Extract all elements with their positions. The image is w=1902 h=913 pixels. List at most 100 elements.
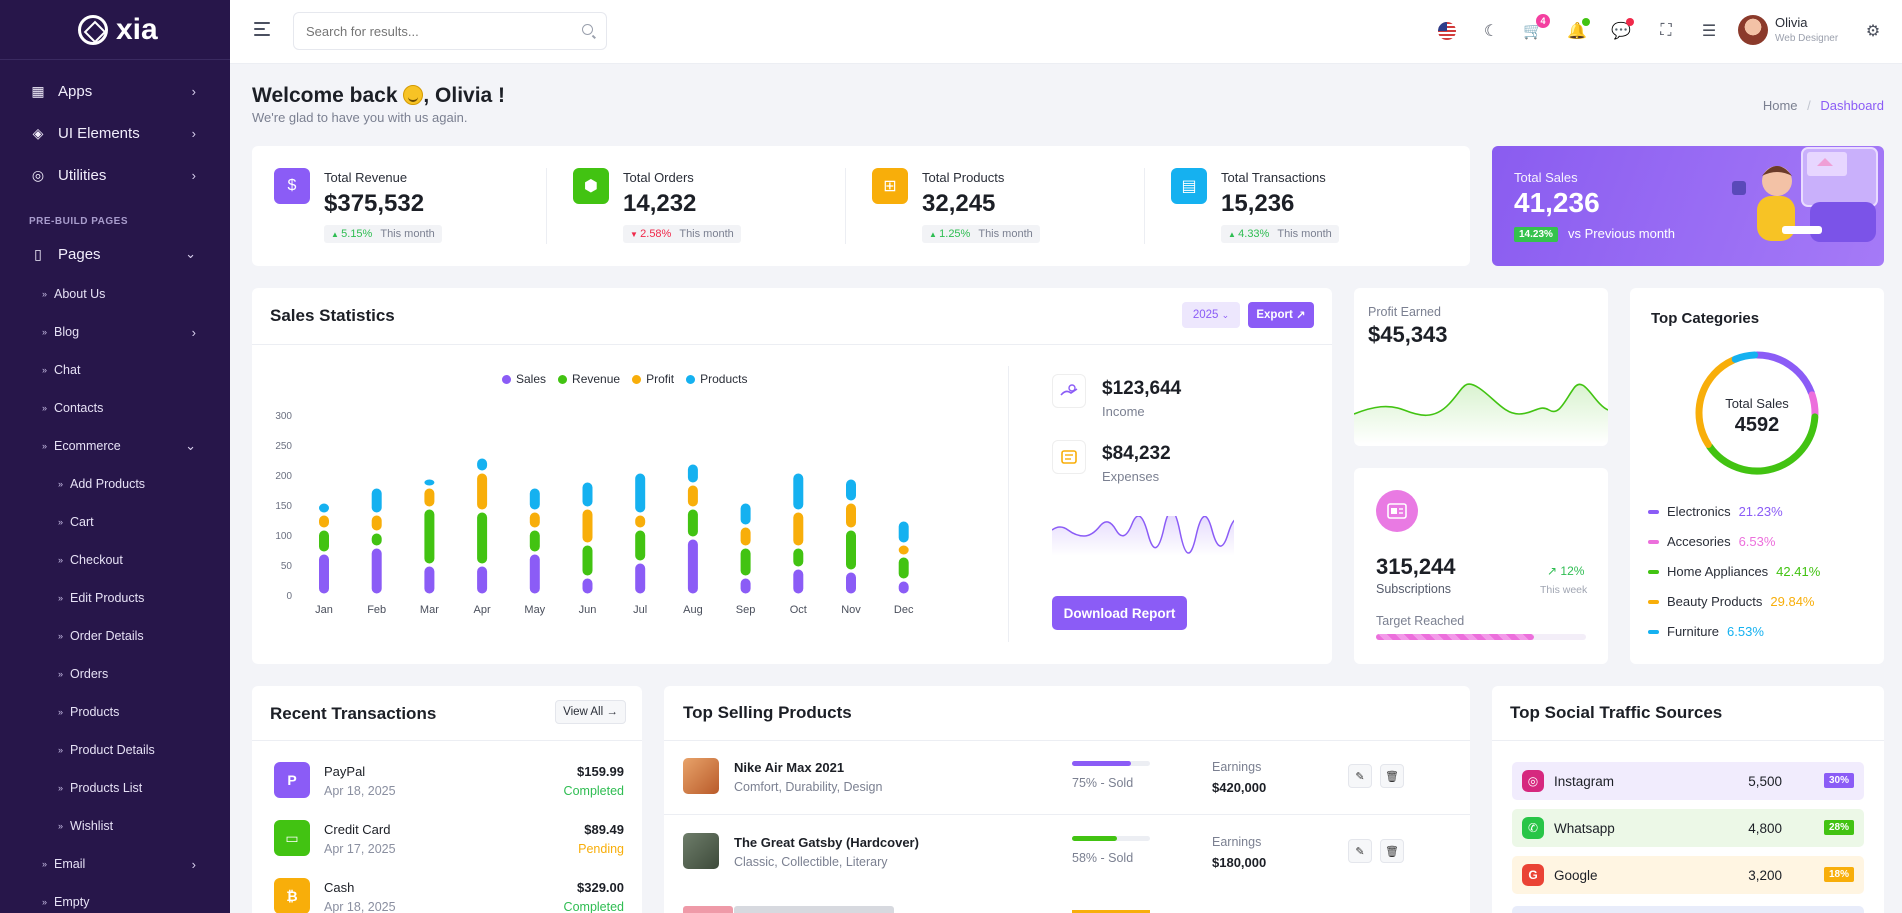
bar-sales-apr[interactable] [477,566,488,594]
bar-revenue-sep[interactable] [740,548,751,576]
bar-revenue-nov[interactable] [846,530,856,570]
bar-products-jan[interactable] [319,503,329,513]
bar-products-feb[interactable] [371,488,382,513]
bar-products-nov[interactable] [846,479,856,501]
bar-profit-aug[interactable] [687,485,698,507]
sidebar-subitem-cart[interactable]: » Cart [0,503,230,541]
sidebar-subitem-add-products[interactable]: » Add Products [0,465,230,503]
bar-revenue-jul[interactable] [635,530,646,561]
bar-products-apr[interactable] [477,458,488,471]
donut-slice-electronics[interactable] [1753,351,1815,397]
bar-sales-jan[interactable] [319,554,329,594]
trash-icon[interactable]: 🗑 [1380,764,1404,788]
bar-products-oct[interactable] [793,473,804,510]
sidebar-subitem-checkout[interactable]: » Checkout [0,541,230,579]
sidebar-subitem-product-details[interactable]: » Product Details [0,731,230,769]
search-input[interactable] [293,12,607,50]
sidebar-subitem-about-us[interactable]: » About Us [0,275,230,313]
fullscreen-icon[interactable]: ⛶ [1660,22,1672,39]
bar-sales-nov[interactable] [846,572,856,594]
sidebar-subitem-email[interactable]: » Email › [0,845,230,883]
bar-products-aug[interactable] [687,464,698,483]
social-row-google[interactable]: G Google 3,200 18% [1512,856,1864,894]
bar-revenue-oct[interactable] [793,548,804,567]
product-image[interactable] [683,758,719,794]
bar-sales-sep[interactable] [740,578,751,594]
trash-icon[interactable]: 🗑 [1380,839,1404,863]
moon-icon[interactable]: ☾ [1483,23,1499,40]
avatar[interactable] [1738,15,1768,45]
bar-profit-apr[interactable] [477,473,488,510]
product-name[interactable]: Nike Air Max 2021 [734,760,845,775]
sidebar-subitem-chat[interactable]: » Chat [0,351,230,389]
bar-products-sep[interactable] [740,503,751,525]
bar-profit-feb[interactable] [371,515,382,531]
bar-profit-oct[interactable] [793,512,804,546]
bell-icon[interactable]: 🔔 [1566,18,1590,42]
edit-icon[interactable]: ✎ [1348,764,1372,788]
sidebar-subitem-contacts[interactable]: » Contacts [0,389,230,427]
social-row-whatsapp[interactable]: ✆ Whatsapp 4,800 28% [1512,809,1864,847]
search-icon[interactable] [582,24,593,35]
sidebar-subitem-wishlist[interactable]: » Wishlist [0,807,230,845]
bar-sales-jun[interactable] [582,578,593,594]
bar-profit-sep[interactable] [740,527,751,546]
bar-products-may[interactable] [529,488,540,510]
bar-revenue-feb[interactable] [371,533,382,546]
language-flag-icon[interactable] [1436,20,1458,42]
sidebar-subitem-edit-products[interactable]: » Edit Products [0,579,230,617]
view-all-button[interactable]: View All → [555,700,626,724]
bar-revenue-aug[interactable] [687,509,698,537]
sidebar-subitem-blog[interactable]: » Blog › [0,313,230,351]
bar-revenue-mar[interactable] [424,509,435,564]
sidebar-item-pages[interactable]: ▯ Pages ⌄ [0,233,230,275]
bar-sales-aug[interactable] [687,539,698,594]
menu-toggle-icon[interactable] [254,22,270,36]
sidebar-subitem-orders[interactable]: » Orders [0,655,230,693]
align-right-icon[interactable]: ☰ [1701,23,1717,40]
bar-profit-dec[interactable] [898,545,909,555]
bar-revenue-may[interactable] [529,530,540,552]
donut-slice-beauty-products[interactable] [1695,356,1737,448]
bar-revenue-jun[interactable] [582,545,593,576]
bar-profit-nov[interactable] [846,503,856,528]
bar-revenue-apr[interactable] [477,512,488,564]
bar-sales-mar[interactable] [424,566,435,594]
bar-products-jun[interactable] [582,482,593,507]
sidebar-subitem-products[interactable]: » Products [0,693,230,731]
bar-profit-may[interactable] [529,512,540,528]
legend-sales[interactable]: Sales [502,372,546,386]
bar-sales-oct[interactable] [793,569,804,594]
brand-logo[interactable]: xia [0,0,230,60]
bar-profit-jul[interactable] [635,515,646,528]
bar-revenue-jan[interactable] [319,530,329,552]
bar-sales-may[interactable] [529,554,540,594]
edit-icon[interactable]: ✎ [1348,839,1372,863]
legend-profit[interactable]: Profit [632,372,674,386]
year-select[interactable]: 2025 ⌄ [1182,302,1240,328]
donut-slice-furniture[interactable] [1731,351,1759,363]
bar-profit-jan[interactable] [319,515,329,528]
export-button[interactable]: Export ↗ [1248,302,1314,328]
gear-icon[interactable]: ⚙ [1865,23,1881,40]
sidebar-subitem-empty[interactable]: » Empty [0,883,230,913]
legend-revenue[interactable]: Revenue [558,372,620,386]
product-name[interactable]: The Great Gatsby (Hardcover) [734,835,919,850]
product-image[interactable] [683,833,719,869]
bar-profit-jun[interactable] [582,509,593,543]
bar-revenue-dec[interactable] [898,557,909,579]
sidebar-item-apps[interactable]: ▦ Apps › [0,70,230,112]
sidebar-item-ui-elements[interactable]: ◈ UI Elements › [0,112,230,154]
social-row-instagram[interactable]: ◎ Instagram 5,500 30% [1512,762,1864,800]
sidebar-subitem-products-list[interactable]: » Products List [0,769,230,807]
bar-sales-feb[interactable] [371,548,382,594]
bar-products-dec[interactable] [898,521,909,543]
cart-icon[interactable]: 🛒 4 [1522,14,1550,42]
legend-products[interactable]: Products [686,372,747,386]
bar-products-jul[interactable] [635,473,646,513]
chat-icon[interactable]: 💬 [1610,18,1634,42]
sidebar-item-utilities[interactable]: ◎ Utilities › [0,154,230,196]
bar-profit-mar[interactable] [424,488,435,507]
donut-slice-home-appliances[interactable] [1706,413,1819,475]
sidebar-subitem-order-details[interactable]: » Order Details [0,617,230,655]
